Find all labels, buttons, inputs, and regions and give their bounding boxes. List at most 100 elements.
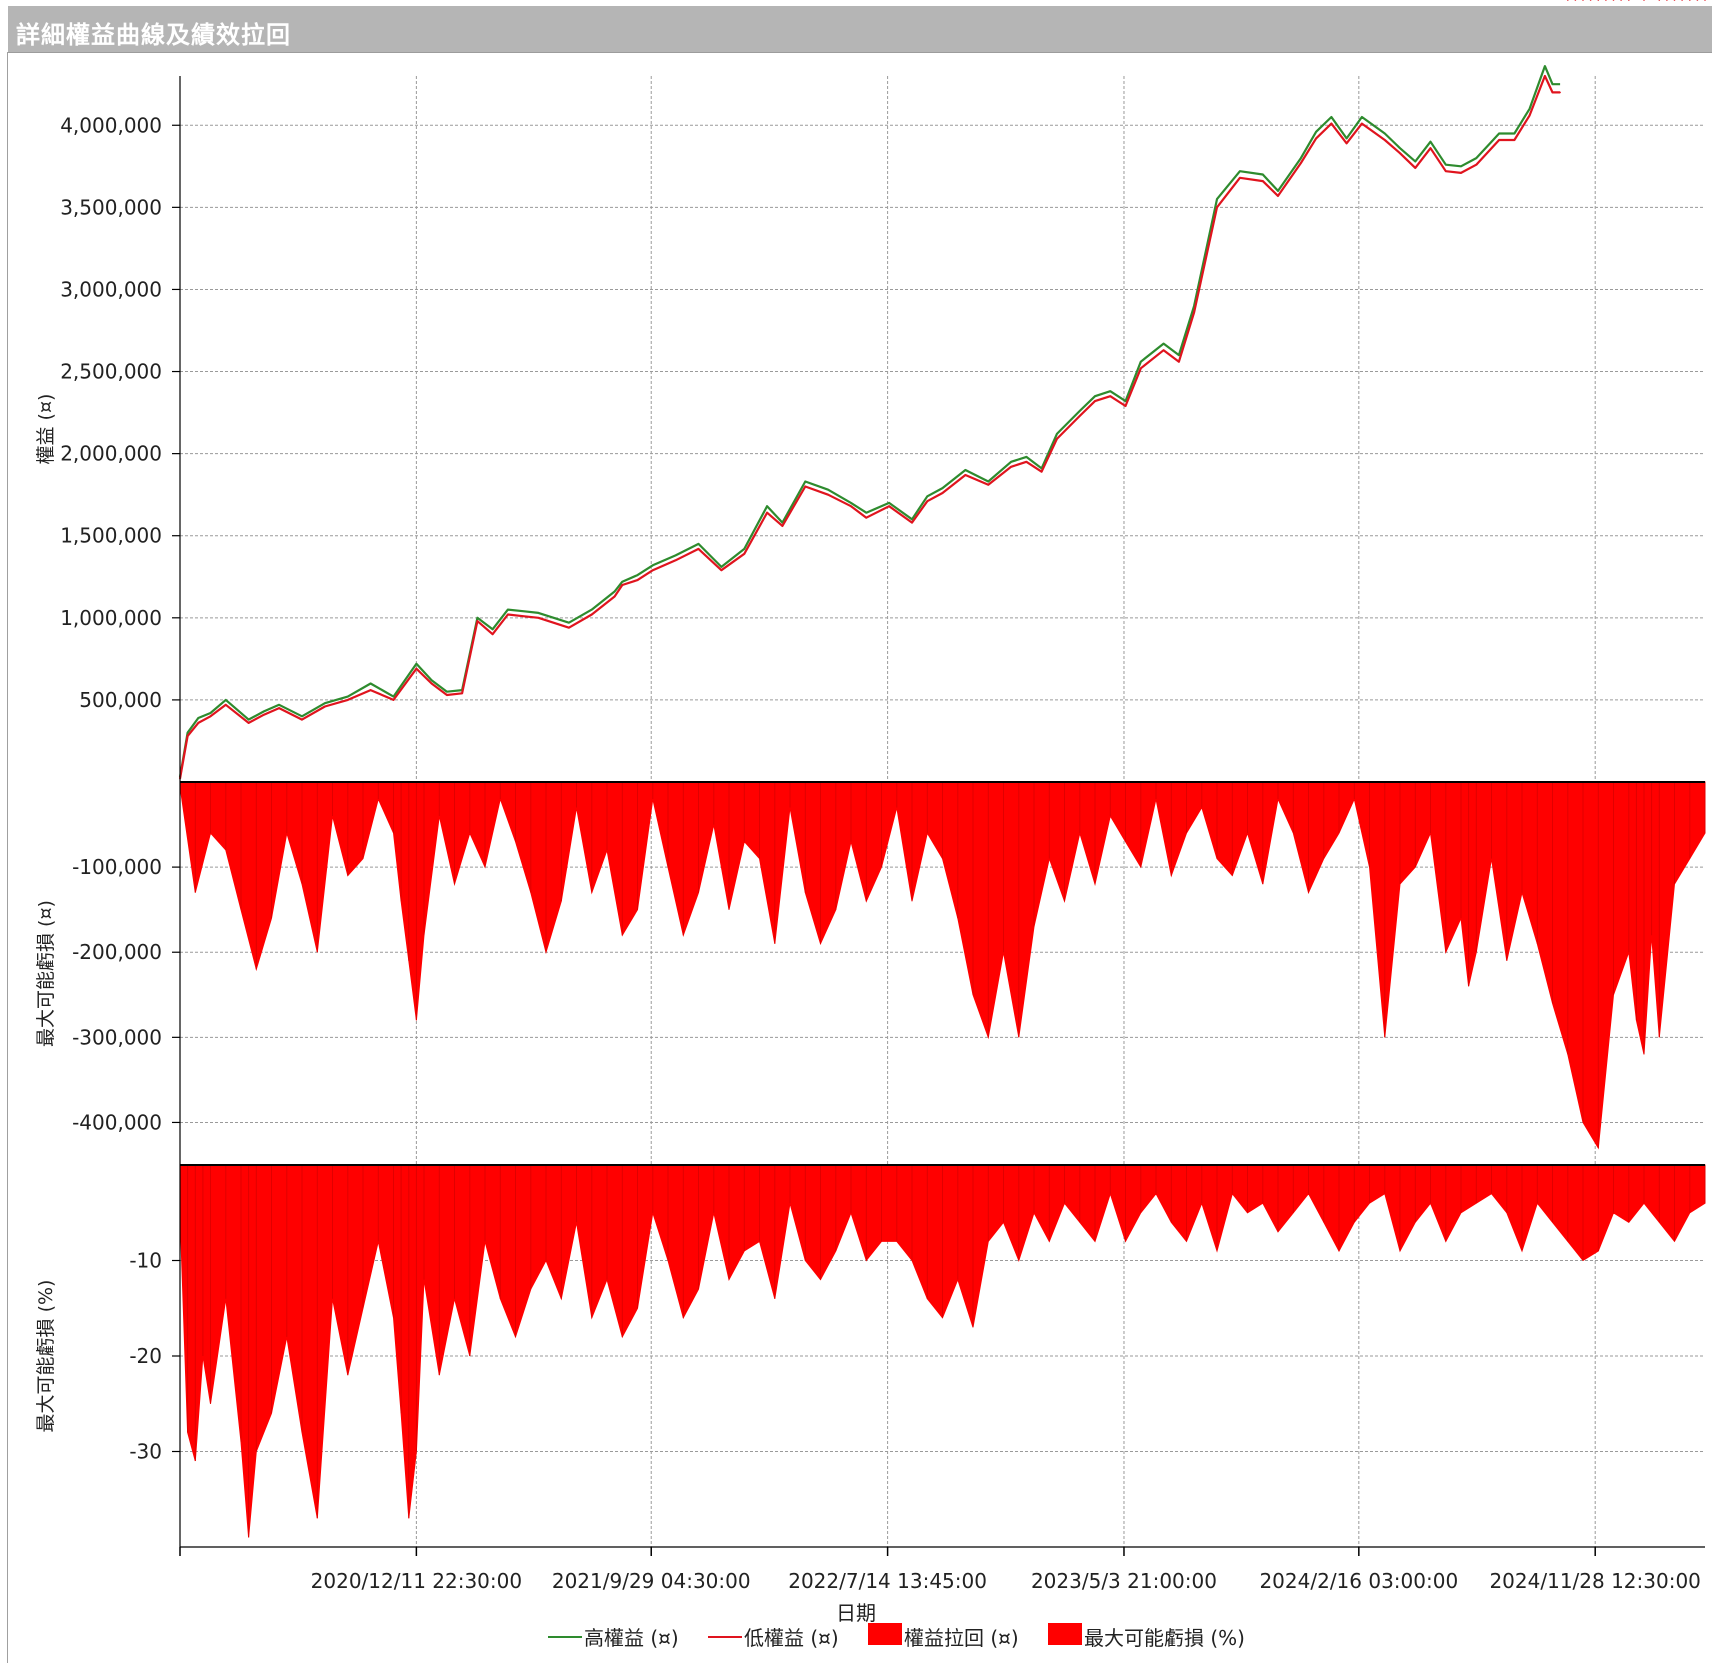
equity-point — [1544, 75, 1546, 77]
equity-point — [415, 667, 418, 670]
equity-point — [1498, 139, 1500, 141]
equity-point — [743, 553, 746, 555]
equity-point — [1696, 0, 1699, 1]
y-tick-label: 1,000,000 — [60, 606, 162, 630]
y-tick-label: -20 — [129, 1344, 162, 1368]
y-tick-label: 3,000,000 — [60, 277, 162, 301]
y-tick-label: 3,500,000 — [60, 195, 162, 219]
y-tick-label: -400,000 — [72, 1110, 162, 1134]
equity-point — [941, 492, 944, 494]
equity-point — [926, 500, 929, 503]
y-tick-label: 2,500,000 — [60, 360, 162, 384]
equity-point — [1582, 0, 1584, 1]
equity-point — [636, 579, 639, 581]
axes-layer: 2020/12/11 22:30:00 2021/9/29 04:30:00 202… — [35, 76, 1705, 1625]
y-tick-label: 1,500,000 — [60, 524, 162, 548]
equity-point — [1559, 91, 1561, 94]
y-tick-label: 4,000,000 — [60, 113, 162, 137]
legend-label: 高權益 (¤) — [584, 1626, 679, 1650]
equity-point — [591, 613, 593, 616]
y-tick-label: -200,000 — [72, 940, 162, 964]
equity-point — [1025, 461, 1028, 463]
equity-point — [827, 493, 829, 496]
y-tick-label: 500,000 — [79, 688, 162, 712]
equity-point — [1567, 0, 1569, 1]
x-tick-label: 2021/9/29 04:30:00 — [552, 1569, 751, 1593]
x-tick-label: 2022/7/14 13:45:00 — [788, 1569, 987, 1593]
equity-point — [1345, 142, 1348, 145]
equity-point — [720, 569, 723, 571]
equity-point — [850, 505, 852, 508]
equity-point — [781, 525, 784, 527]
x-tick-label: 2023/5/3 21:00:00 — [1031, 1569, 1217, 1593]
equity-point — [911, 521, 913, 524]
equity-point — [301, 718, 303, 721]
equity-point — [987, 484, 990, 486]
equity-point — [430, 682, 433, 685]
equity-point — [1666, 0, 1668, 1]
equity-point — [1262, 180, 1264, 182]
equity-panel — [178, 0, 1706, 780]
equity-point — [697, 548, 700, 550]
equity-point — [766, 511, 768, 514]
series-high-equity — [178, 64, 1561, 778]
equity-point — [1414, 167, 1417, 169]
drawdown-percent-panel — [179, 1164, 1706, 1538]
equity-point — [1681, 0, 1683, 1]
equity-point — [1094, 400, 1096, 402]
equity-point — [1239, 177, 1241, 179]
equity-point — [186, 735, 189, 737]
equity-point — [369, 689, 372, 691]
y-tick-label: 2,000,000 — [60, 442, 162, 466]
x-tick-label: 2020/12/11 22:30:00 — [311, 1569, 522, 1593]
equity-point — [888, 505, 890, 508]
equity-point — [476, 620, 479, 622]
equity-point — [1109, 395, 1112, 398]
equity-point — [1704, 0, 1706, 1]
equity-point — [1490, 147, 1493, 149]
x-tick-label: 2024/2/16 03:00:00 — [1259, 1569, 1458, 1593]
equity-point — [461, 692, 463, 695]
y-axis-label: 權益 (¤) — [35, 394, 57, 465]
equity-point — [1399, 152, 1401, 154]
equity-point — [1658, 0, 1661, 1]
x-tick-label: 2024/11/28 12:30:00 — [1489, 1569, 1700, 1593]
equity-point — [652, 569, 654, 571]
equity-point — [1605, 0, 1607, 1]
series-low-equity — [178, 74, 1561, 779]
equity-point — [197, 722, 200, 724]
equity-point — [1140, 367, 1142, 370]
equity-point — [1178, 360, 1180, 363]
equity-point — [1010, 466, 1012, 468]
equity-point — [209, 715, 212, 718]
equity-point — [1429, 147, 1432, 149]
equity-point — [1628, 0, 1630, 1]
equity-point — [446, 694, 448, 696]
y-axis-label: 最大可能虧損 (%) — [35, 1280, 57, 1433]
equity-point — [278, 707, 280, 709]
equity-point — [1673, 0, 1676, 1]
equity-point — [1124, 405, 1127, 407]
equity-point — [522, 615, 524, 617]
equity-point — [1216, 206, 1218, 209]
equity-point — [1620, 0, 1622, 1]
equity-point — [1597, 0, 1600, 1]
drawdown-amount-panel — [179, 781, 1706, 1150]
equity-point — [621, 584, 624, 586]
equity-point — [1589, 0, 1592, 1]
equity-point — [1475, 163, 1478, 166]
equity-point — [865, 516, 868, 519]
y-tick-label: -10 — [129, 1249, 162, 1273]
equity-point — [1056, 438, 1058, 440]
equity-point — [1574, 0, 1577, 1]
equity-point — [1040, 470, 1043, 473]
legend-label: 最大可能虧損 (%) — [1084, 1626, 1245, 1650]
equity-point — [392, 699, 395, 701]
equity-point — [1315, 137, 1317, 140]
equity-point — [537, 617, 540, 619]
equity-point — [1551, 91, 1554, 94]
legend-swatch-box — [868, 1623, 902, 1645]
equity-point — [1330, 122, 1333, 125]
equity-point — [568, 626, 570, 629]
